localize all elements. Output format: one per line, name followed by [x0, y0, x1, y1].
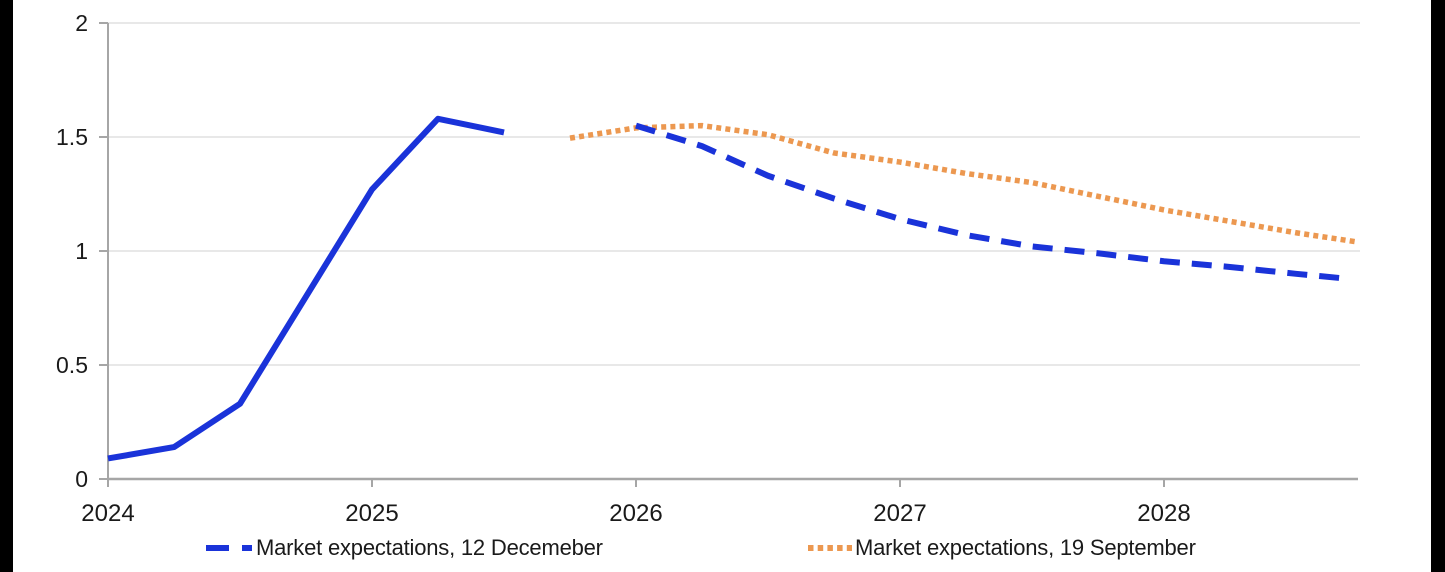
- y-tick-label: 1: [75, 238, 88, 264]
- series-december-solid-line: [107, 115, 505, 462]
- legend-label-december: Market expectations, 12 Decemeber: [256, 535, 603, 560]
- x-tick-label: 2026: [609, 500, 662, 527]
- y-tick-label: 0: [75, 466, 88, 492]
- x-tick-label: 2028: [1137, 500, 1190, 527]
- y-tick-label: 0.5: [56, 352, 88, 378]
- y-tick-label: 2: [75, 10, 88, 36]
- x-tick-label: 2024: [81, 500, 134, 527]
- legend-item-december: Market expectations, 12 Decemeber: [205, 535, 603, 561]
- left-black-edge-bar: [0, 0, 13, 572]
- y-tick-label: 1.5: [56, 124, 88, 150]
- right-black-edge-bar: [1431, 0, 1445, 572]
- x-tick-label: 2025: [345, 500, 398, 527]
- dotted-line-sample-icon: [808, 545, 852, 551]
- dashed-line-sample-icon: [206, 545, 253, 551]
- x-tick-label: 2027: [873, 500, 926, 527]
- legend-label-september: Market expectations, 19 September: [855, 535, 1196, 560]
- series-december-dashed-line: [635, 122, 1344, 282]
- legend-item-september: Market expectations, 19 September: [807, 535, 1196, 561]
- series-september-dotted-line: [569, 122, 1358, 245]
